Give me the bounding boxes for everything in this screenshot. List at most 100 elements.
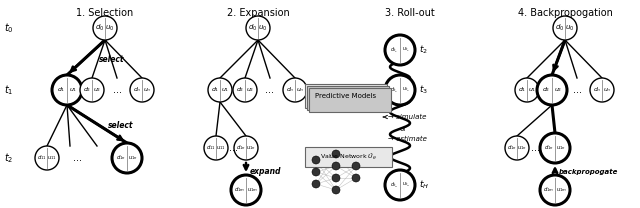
Circle shape [332,174,340,182]
Text: or: or [400,126,407,132]
Text: Value Network $\hat{U}_\theta$: Value Network $\hat{U}_\theta$ [320,152,377,162]
Text: $d_{11}$: $d_{11}$ [206,144,216,152]
Circle shape [312,156,320,164]
Circle shape [204,136,228,160]
Text: $d_{2}$: $d_{2}$ [236,85,244,94]
Text: $t_0$: $t_0$ [4,21,13,35]
Text: $d_{n}$: $d_{n}$ [593,85,601,94]
Text: $u_{11}$: $u_{11}$ [216,144,226,152]
Text: backpropogate: backpropogate [559,169,618,175]
Circle shape [80,78,104,102]
Text: 1. Selection: 1. Selection [76,8,134,18]
Text: ...: ... [230,143,239,153]
FancyBboxPatch shape [307,86,389,110]
Text: $u_{0}$: $u_{0}$ [106,23,115,33]
Text: ...: ... [531,143,540,153]
Text: $u_{t_H}$: $u_{t_H}$ [402,181,410,189]
Text: $d_{t_H}$: $d_{t_H}$ [390,180,398,190]
Text: $u_{1n}$: $u_{1n}$ [517,144,527,152]
Text: $d_{1}$: $d_{1}$ [56,85,65,94]
Circle shape [385,170,415,200]
Circle shape [208,78,232,102]
Circle shape [537,75,567,105]
Circle shape [352,162,360,170]
Text: $d_{1n}$: $d_{1n}$ [544,144,554,152]
Text: $d_{1n}$: $d_{1n}$ [507,144,517,152]
Circle shape [35,146,59,170]
Text: $d_{2}$: $d_{2}$ [541,85,550,94]
Text: $d_{1m}$: $d_{1m}$ [543,186,554,194]
Text: $d_{0}$: $d_{0}$ [95,23,104,33]
Text: $d_{n}$: $d_{n}$ [132,85,141,94]
Text: $u_{2}$: $u_{2}$ [93,86,101,94]
Circle shape [385,75,415,105]
Circle shape [385,35,415,65]
Text: $u_{2}$: $u_{2}$ [246,86,254,94]
FancyBboxPatch shape [305,84,387,108]
Text: Predictive Models: Predictive Models [316,93,376,99]
Circle shape [234,136,258,160]
Text: select: select [108,120,134,130]
Text: $u_{n}$: $u_{n}$ [143,86,151,94]
Text: $u_{n}$: $u_{n}$ [603,86,611,94]
Circle shape [553,16,577,40]
Text: $u_{t_3}$: $u_{t_3}$ [403,86,410,94]
Text: expand: expand [250,167,282,177]
Circle shape [246,16,270,40]
Text: $d_{t_2}$: $d_{t_2}$ [390,45,397,55]
Text: $u_{2}$: $u_{2}$ [554,86,563,94]
Text: $d_{0}$: $d_{0}$ [556,23,564,33]
Text: ...: ... [113,85,122,95]
Circle shape [312,180,320,188]
Text: $u_{1m}$: $u_{1m}$ [556,186,567,194]
Circle shape [231,175,261,205]
Circle shape [540,175,570,205]
Text: 4. Backpropogation: 4. Backpropogation [518,8,612,18]
Text: select: select [99,56,125,64]
FancyBboxPatch shape [305,147,392,167]
Circle shape [590,78,614,102]
Text: $d_{0}$: $d_{0}$ [248,23,258,33]
Text: $u_{1n}$: $u_{1n}$ [246,144,256,152]
Text: $d_{1}$: $d_{1}$ [211,85,219,94]
Circle shape [332,186,340,194]
Text: $u_{1}$: $u_{1}$ [221,86,229,94]
Circle shape [112,143,142,173]
Text: 2. Expansion: 2. Expansion [227,8,289,18]
Circle shape [52,75,82,105]
Text: $d_{n}$: $d_{n}$ [285,85,294,94]
Text: $u_{0}$: $u_{0}$ [259,23,268,33]
Text: $d_{2}$: $d_{2}$ [83,85,91,94]
Text: $d_{1n}$: $d_{1n}$ [116,154,125,162]
Text: → estimate: → estimate [388,136,427,142]
Text: $t_1$: $t_1$ [4,83,13,97]
Text: $t_2$: $t_2$ [4,151,13,165]
Text: $u_{1n}$: $u_{1n}$ [129,154,138,162]
Text: $u_{11}$: $u_{11}$ [47,154,57,162]
Text: ...: ... [573,85,582,95]
Text: $u_{1}$: $u_{1}$ [528,86,536,94]
Text: $d_{t_3}$: $d_{t_3}$ [390,85,397,95]
Text: $u_{n}$: $u_{n}$ [296,86,304,94]
Text: ...: ... [266,85,275,95]
Text: $d_{1n}$: $d_{1n}$ [236,144,246,152]
Circle shape [233,78,257,102]
Circle shape [93,16,117,40]
Text: $d_{1m}$: $d_{1m}$ [234,186,245,194]
Text: $u_{1}$: $u_{1}$ [69,86,77,94]
Text: $d_{1}$: $d_{1}$ [518,85,526,94]
Circle shape [352,174,360,182]
Circle shape [332,162,340,170]
Circle shape [540,133,570,163]
Circle shape [312,168,320,176]
Text: $u_{0}$: $u_{0}$ [565,23,575,33]
Text: $d_{11}$: $d_{11}$ [37,154,47,162]
Circle shape [505,136,529,160]
Circle shape [515,78,539,102]
Text: ...: ... [74,153,83,163]
Text: $u_{1n}$: $u_{1n}$ [556,144,566,152]
Text: → simulate: → simulate [388,114,426,120]
Text: $t_H$: $t_H$ [419,179,429,191]
FancyBboxPatch shape [309,88,391,112]
Circle shape [130,78,154,102]
